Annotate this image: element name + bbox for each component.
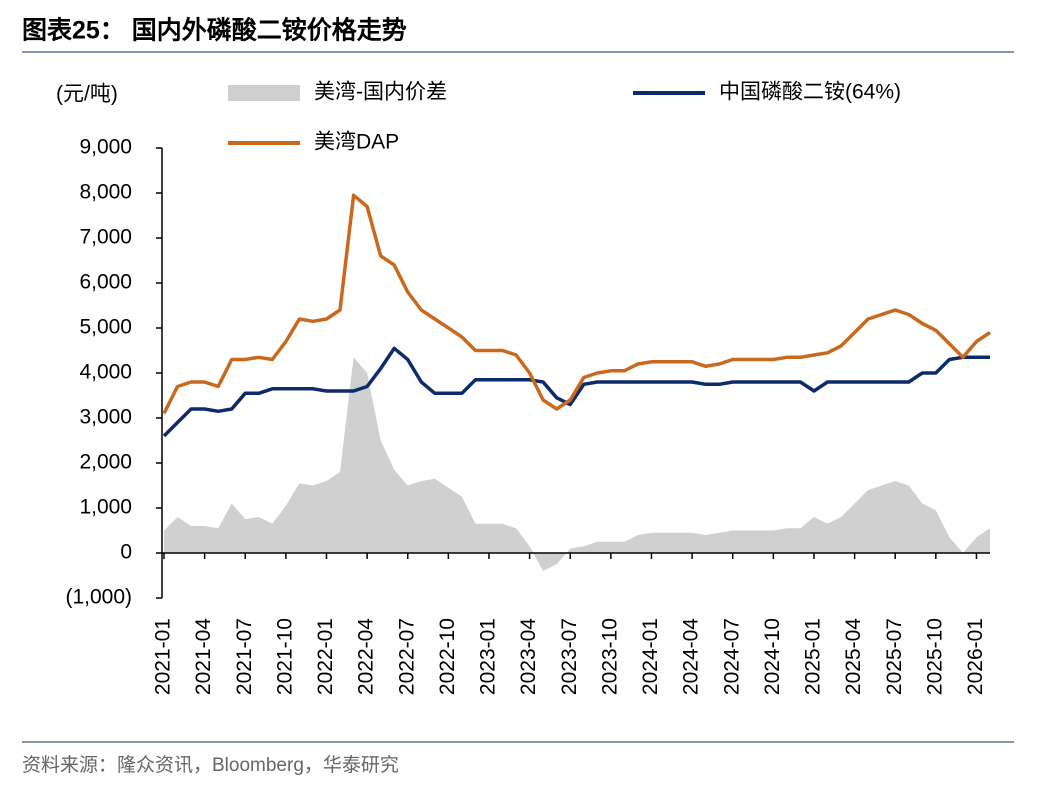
x-tick-label: 2021-01 [152, 618, 175, 695]
legend-label: 美湾-国内价差 [314, 81, 447, 104]
x-tick-label: 2024-10 [761, 618, 784, 695]
line [162, 346, 990, 438]
x-tick-label: 2024-01 [639, 618, 662, 695]
x-tick-label: 2024-04 [680, 618, 703, 695]
y-tick-label: 3,000 [79, 406, 132, 429]
x-tick-label: 2021-04 [192, 618, 215, 695]
y-tick-label: 8,000 [79, 181, 132, 204]
x-tick-label: 2023-04 [517, 618, 540, 695]
y-tick-label: 5,000 [79, 316, 132, 339]
x-tick-label: 2026-01 [964, 618, 987, 695]
x-tick-label: 2025-04 [842, 618, 865, 695]
y-tick-label: 6,000 [79, 271, 132, 294]
x-tick-label: 2025-07 [883, 618, 906, 695]
legend-swatch [228, 85, 300, 101]
x-tick-label: 2021-10 [273, 618, 296, 695]
x-tick-label: 2022-04 [355, 618, 378, 695]
x-tick-label: 2021-07 [233, 618, 256, 695]
y-axis-label: (元/吨) [56, 83, 118, 106]
area [164, 357, 990, 571]
y-tick-label: 0 [120, 541, 132, 564]
x-tick-label: 2024-07 [720, 618, 743, 695]
x-tick-label: 2025-10 [923, 618, 946, 695]
y-tick-label: 2,000 [79, 451, 132, 474]
x-tick-label: 2023-10 [598, 618, 621, 695]
y-tick-label: 1,000 [79, 496, 132, 519]
y-tick-label: 4,000 [79, 361, 132, 384]
source: 资料来源：隆众资讯，Bloomberg，华泰研究 [22, 754, 399, 776]
chart-title: 图表25： 国内外磷酸二铵价格走势 [22, 16, 407, 45]
x-tick-label: 2023-07 [558, 618, 581, 695]
legend-label: 中国磷酸二铵(64%) [719, 81, 901, 104]
x-tick-label: 2022-07 [395, 618, 418, 695]
x-tick-label: 2022-10 [436, 618, 459, 695]
x-tick-label: 2025-01 [802, 618, 825, 695]
y-tick-label: 9,000 [79, 136, 132, 159]
y-tick-label: 7,000 [79, 226, 132, 249]
x-tick-label: 2023-01 [477, 618, 500, 695]
y-tick-label: (1,000) [65, 586, 132, 609]
legend-label: 美湾DAP [314, 131, 399, 154]
x-tick-label: 2022-01 [314, 618, 337, 695]
line [162, 193, 991, 415]
